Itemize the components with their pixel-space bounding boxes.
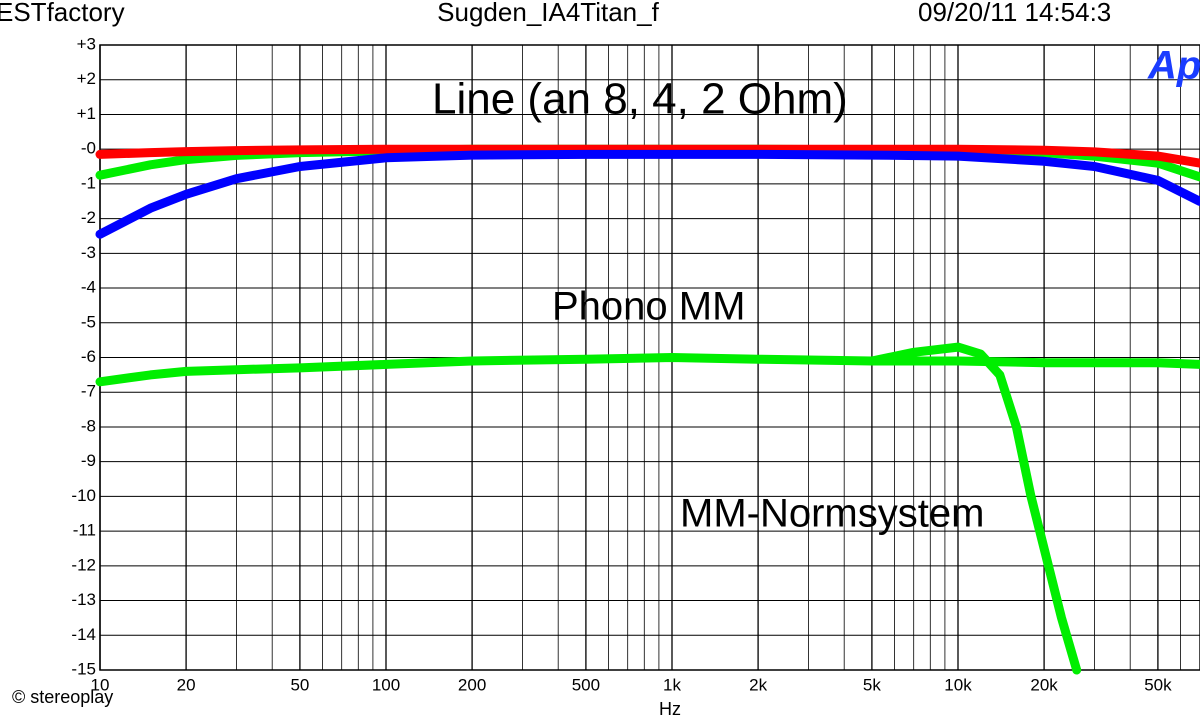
y-tick-label: +1: [77, 104, 96, 123]
y-tick-label: -7: [81, 382, 96, 401]
x-tick-label: 20k: [1030, 675, 1058, 694]
series-line: [867, 342, 1082, 675]
y-tick-label: -4: [81, 278, 96, 297]
y-tick-label: -10: [71, 486, 96, 505]
plot-area: +3 +2 +1 -0 -1 -2 -3 -4 -5 -6 -7 -8 -9 -10 -11 -12 -13 -1…: [71, 34, 1200, 694]
y-tick-label: +2: [77, 69, 96, 88]
y-tick-label: -2: [81, 208, 96, 227]
plot-border: [99, 44, 1200, 671]
y-tick-label: -14: [71, 625, 96, 644]
x-tick-label: 10k: [944, 675, 972, 694]
x-tick-label: 1k: [663, 675, 681, 694]
y-tick-label: -13: [71, 590, 96, 609]
header-right: 09/20/11 14:54:3: [918, 0, 1111, 27]
x-tick-label: 5k: [863, 675, 881, 694]
y-tick-label: -12: [71, 555, 96, 574]
header-center: Sugden_IA4Titan_f: [437, 0, 659, 27]
y-tick-label: -9: [81, 451, 96, 470]
x-tick-label: 20: [177, 675, 196, 694]
annotation: Phono MM: [552, 285, 745, 329]
y-tick-label: +3: [77, 34, 96, 53]
x-tick-label: 10: [91, 675, 110, 694]
x-tick-label: 2k: [749, 675, 767, 694]
annotation: Line (an 8, 4, 2 Ohm): [432, 75, 848, 124]
y-tick-label: -11: [73, 521, 96, 540]
x-axis-label: Hz: [659, 699, 681, 719]
logo: Ap: [1147, 44, 1200, 88]
y-tick-label: -8: [81, 416, 96, 435]
y-tick-label: -15: [71, 659, 96, 678]
x-tick-label: 50: [290, 675, 309, 694]
x-tick-label: 50k: [1144, 675, 1172, 694]
series-line: [95, 353, 1200, 387]
x-tick-label: 200: [458, 675, 486, 694]
series-line: [95, 144, 1200, 168]
credit: © stereoplay: [12, 687, 113, 707]
y-tick-label: -0: [81, 139, 96, 158]
x-tick-label: 100: [372, 675, 400, 694]
y-tick-label: -1: [81, 173, 96, 192]
series-line: [95, 149, 1200, 239]
header-left: ESTfactory: [0, 0, 125, 27]
y-tick-label: -6: [81, 347, 96, 366]
annotation: MM-Normsystem: [680, 492, 984, 536]
y-tick-label: -5: [81, 312, 96, 331]
x-tick-label: 500: [572, 675, 600, 694]
y-tick-label: -3: [81, 243, 96, 262]
